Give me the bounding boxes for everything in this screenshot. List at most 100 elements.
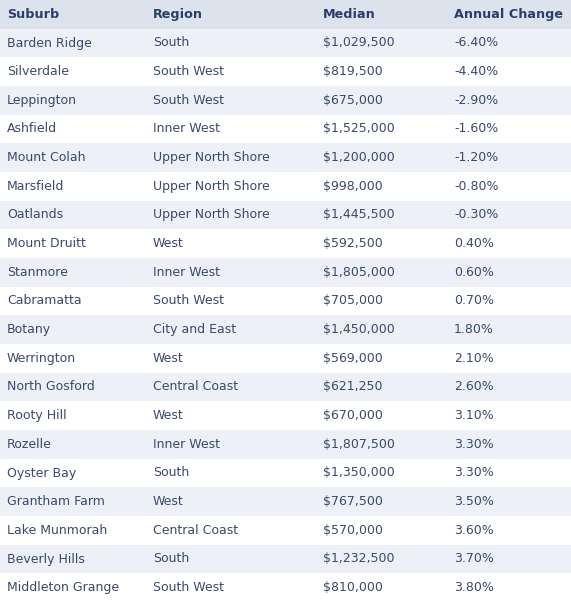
Bar: [0, 545, 571, 573]
Text: Beverly Hills: Beverly Hills: [7, 553, 85, 565]
Text: Inner West: Inner West: [153, 122, 220, 135]
Text: $675,000: $675,000: [323, 94, 383, 107]
Text: $810,000: $810,000: [323, 581, 383, 594]
Text: 3.50%: 3.50%: [454, 495, 494, 508]
Text: $767,500: $767,500: [323, 495, 383, 508]
Bar: [0, 402, 571, 430]
Text: South West: South West: [153, 65, 224, 78]
Text: Median: Median: [323, 8, 375, 21]
Bar: [0, 573, 571, 602]
Text: West: West: [153, 237, 184, 250]
Bar: [0, 172, 571, 200]
Text: $670,000: $670,000: [323, 409, 383, 422]
Text: Leppington: Leppington: [7, 94, 77, 107]
Text: Silverdale: Silverdale: [7, 65, 69, 78]
Bar: [0, 200, 571, 229]
Text: -6.40%: -6.40%: [454, 37, 498, 49]
Text: Suburb: Suburb: [7, 8, 59, 21]
Text: -0.80%: -0.80%: [454, 180, 498, 193]
Text: $1,807,500: $1,807,500: [323, 438, 395, 451]
Text: South: South: [153, 37, 189, 49]
Text: Middleton Grange: Middleton Grange: [7, 581, 119, 594]
Bar: [0, 488, 571, 516]
Bar: [0, 86, 571, 114]
Text: Upper North Shore: Upper North Shore: [153, 180, 270, 193]
Text: -0.30%: -0.30%: [454, 208, 498, 222]
Bar: [0, 373, 571, 402]
Text: $570,000: $570,000: [323, 524, 383, 537]
Text: Oyster Bay: Oyster Bay: [7, 467, 76, 480]
Text: $1,445,500: $1,445,500: [323, 208, 394, 222]
Text: -4.40%: -4.40%: [454, 65, 498, 78]
Text: West: West: [153, 352, 184, 365]
Text: Rozelle: Rozelle: [7, 438, 52, 451]
Text: $1,232,500: $1,232,500: [323, 553, 394, 565]
Text: 2.60%: 2.60%: [454, 380, 494, 394]
Text: West: West: [153, 409, 184, 422]
Text: 0.60%: 0.60%: [454, 266, 494, 279]
Text: Grantham Farm: Grantham Farm: [7, 495, 104, 508]
Text: Upper North Shore: Upper North Shore: [153, 151, 270, 164]
Text: $1,200,000: $1,200,000: [323, 151, 395, 164]
Text: South West: South West: [153, 294, 224, 308]
Text: $705,000: $705,000: [323, 294, 383, 308]
Text: $1,450,000: $1,450,000: [323, 323, 395, 336]
Text: Stanmore: Stanmore: [7, 266, 68, 279]
Text: $569,000: $569,000: [323, 352, 383, 365]
Bar: [0, 315, 571, 344]
Bar: [0, 114, 571, 143]
Text: Cabramatta: Cabramatta: [7, 294, 82, 308]
Bar: [0, 143, 571, 172]
Text: Central Coast: Central Coast: [153, 524, 238, 537]
Text: City and East: City and East: [153, 323, 236, 336]
Text: Central Coast: Central Coast: [153, 380, 238, 394]
Bar: [0, 459, 571, 488]
Text: $1,525,000: $1,525,000: [323, 122, 395, 135]
Text: 3.30%: 3.30%: [454, 467, 494, 480]
Text: North Gosford: North Gosford: [7, 380, 95, 394]
Text: Upper North Shore: Upper North Shore: [153, 208, 270, 222]
Bar: [0, 258, 571, 287]
Bar: [0, 0, 571, 29]
Text: -1.60%: -1.60%: [454, 122, 498, 135]
Text: -2.90%: -2.90%: [454, 94, 498, 107]
Text: $621,250: $621,250: [323, 380, 382, 394]
Text: $1,350,000: $1,350,000: [323, 467, 395, 480]
Text: 1.80%: 1.80%: [454, 323, 494, 336]
Text: 3.60%: 3.60%: [454, 524, 494, 537]
Text: South West: South West: [153, 581, 224, 594]
Text: West: West: [153, 495, 184, 508]
Bar: [0, 57, 571, 86]
Text: $998,000: $998,000: [323, 180, 383, 193]
Text: Ashfield: Ashfield: [7, 122, 57, 135]
Text: Oatlands: Oatlands: [7, 208, 63, 222]
Text: $1,805,000: $1,805,000: [323, 266, 395, 279]
Bar: [0, 229, 571, 258]
Text: $819,500: $819,500: [323, 65, 383, 78]
Text: Inner West: Inner West: [153, 266, 220, 279]
Text: 3.10%: 3.10%: [454, 409, 494, 422]
Text: Botany: Botany: [7, 323, 51, 336]
Text: Lake Munmorah: Lake Munmorah: [7, 524, 107, 537]
Text: $592,500: $592,500: [323, 237, 383, 250]
Bar: [0, 516, 571, 545]
Text: 3.30%: 3.30%: [454, 438, 494, 451]
Bar: [0, 344, 571, 373]
Text: South West: South West: [153, 94, 224, 107]
Text: Rooty Hill: Rooty Hill: [7, 409, 66, 422]
Bar: [0, 29, 571, 57]
Bar: [0, 287, 571, 315]
Text: Mount Druitt: Mount Druitt: [7, 237, 86, 250]
Text: Marsfield: Marsfield: [7, 180, 64, 193]
Text: 0.70%: 0.70%: [454, 294, 494, 308]
Bar: [0, 430, 571, 459]
Text: Barden Ridge: Barden Ridge: [7, 37, 92, 49]
Text: Mount Colah: Mount Colah: [7, 151, 85, 164]
Text: South: South: [153, 553, 189, 565]
Text: Inner West: Inner West: [153, 438, 220, 451]
Text: -1.20%: -1.20%: [454, 151, 498, 164]
Text: $1,029,500: $1,029,500: [323, 37, 394, 49]
Text: 3.70%: 3.70%: [454, 553, 494, 565]
Text: Werrington: Werrington: [7, 352, 76, 365]
Text: South: South: [153, 467, 189, 480]
